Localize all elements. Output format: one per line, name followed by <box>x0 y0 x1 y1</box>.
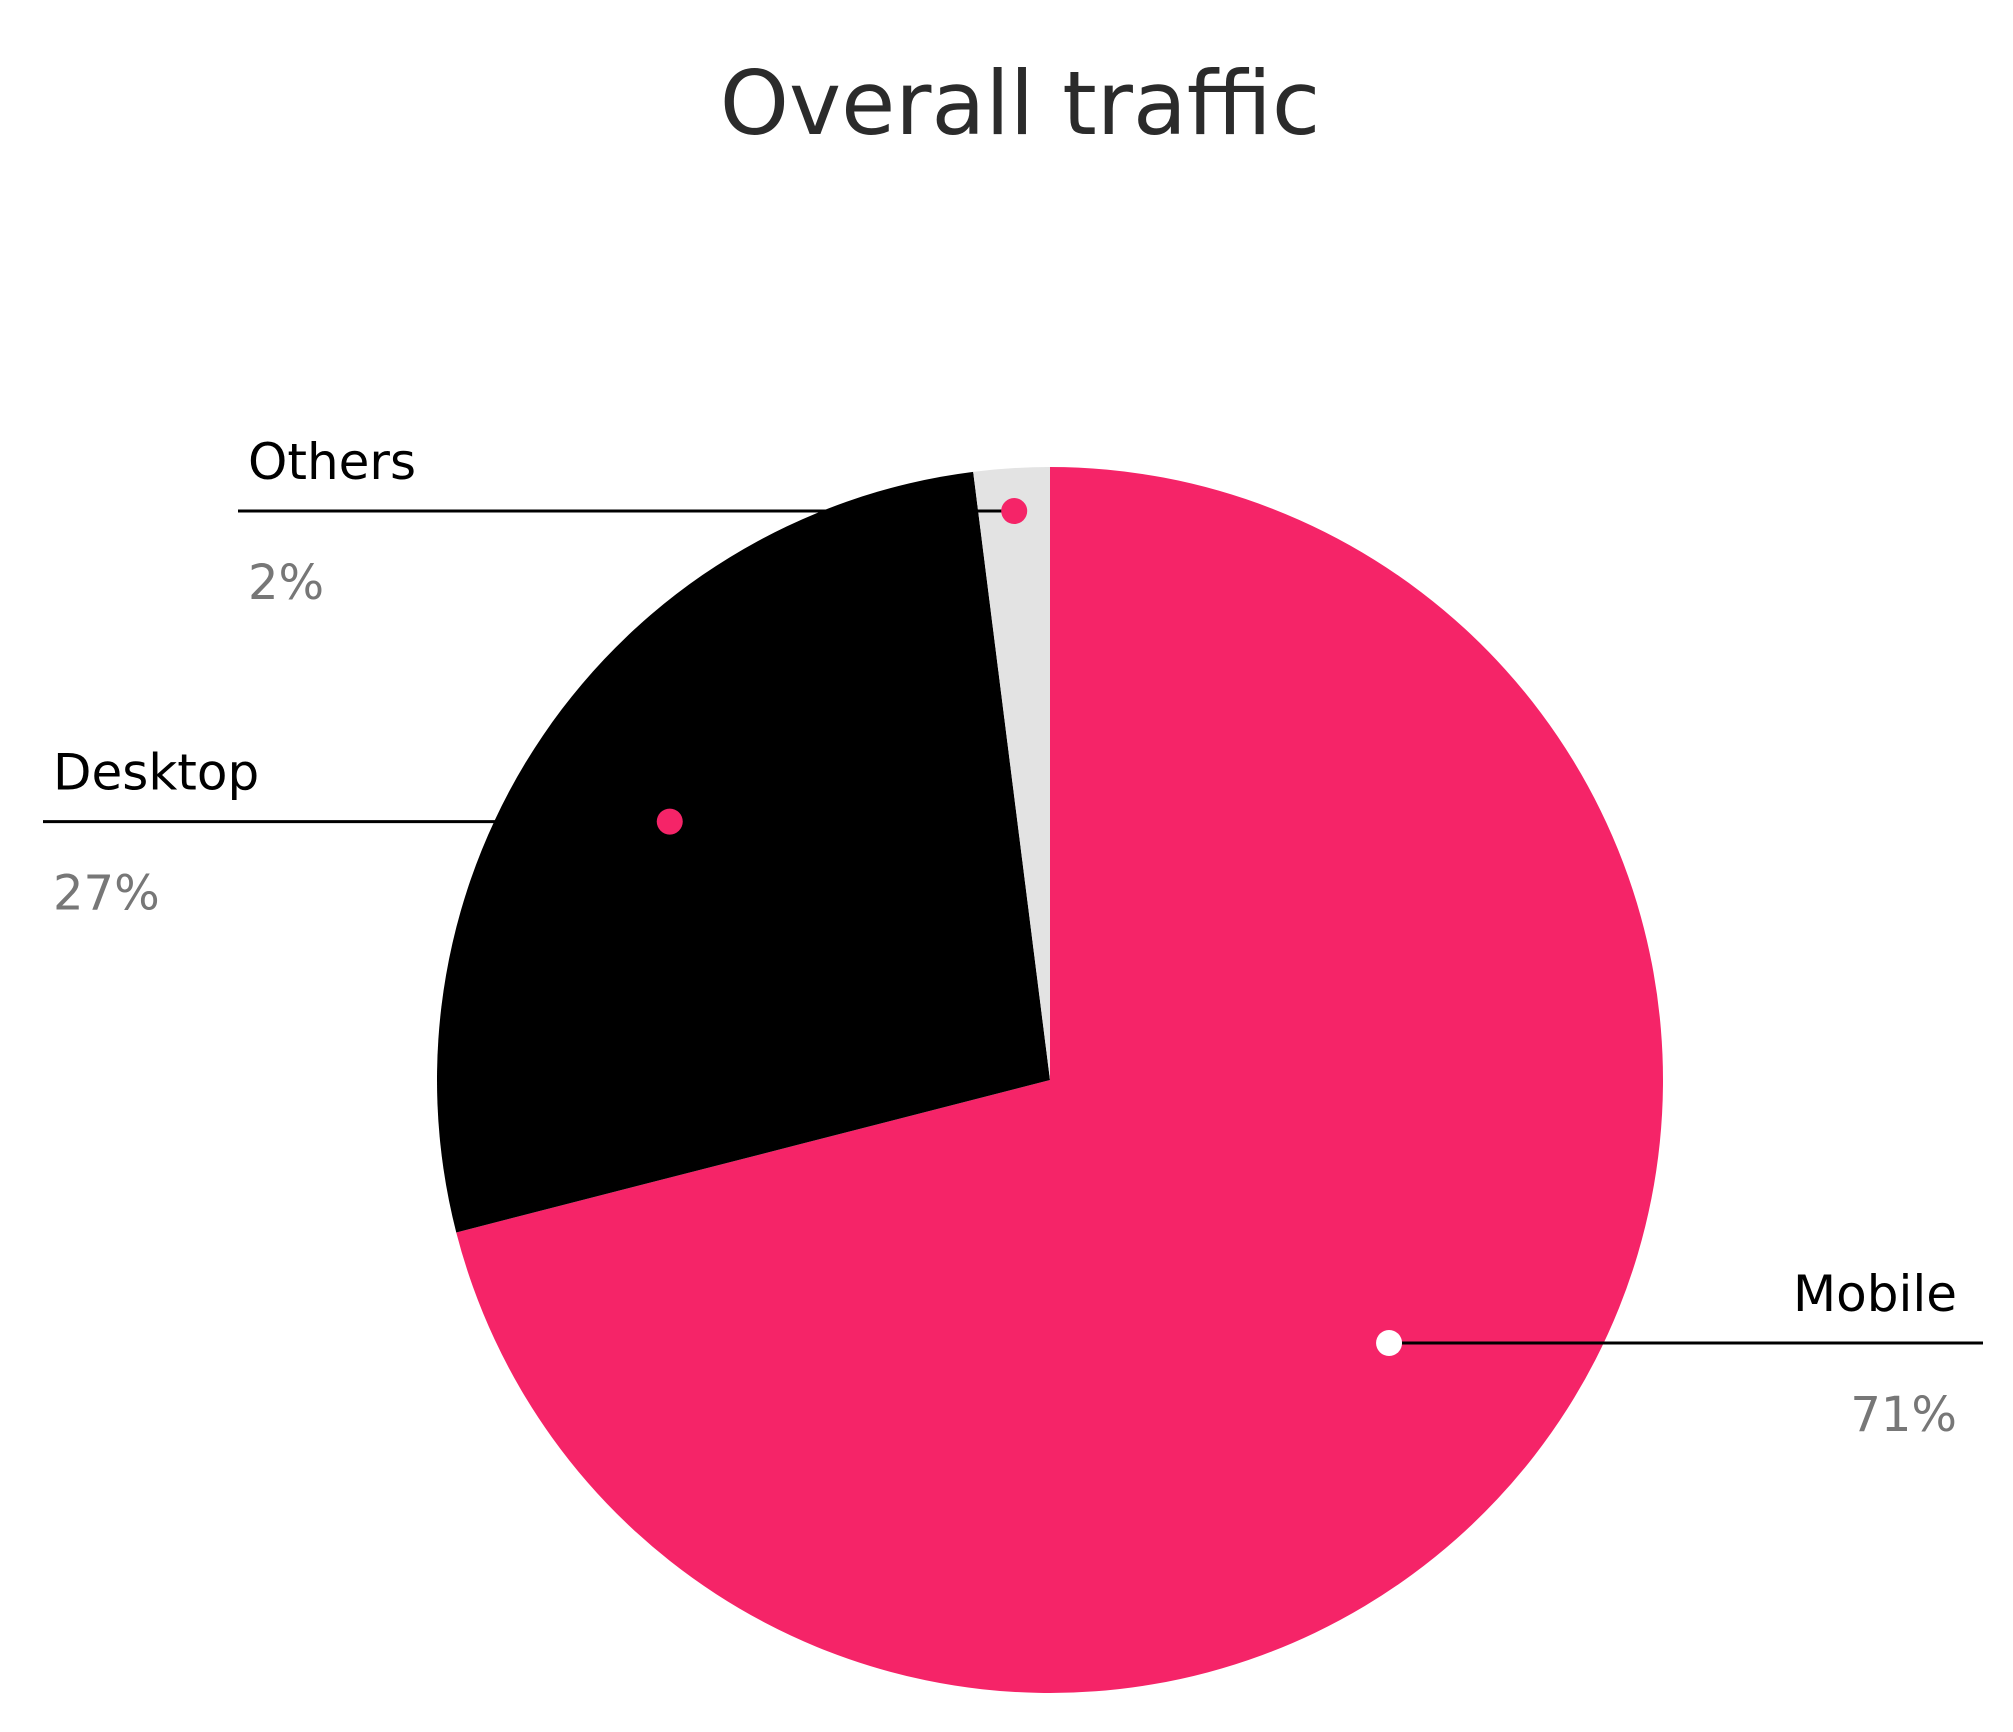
pie-slice <box>456 467 1663 1694</box>
pie-slice <box>973 467 1050 1080</box>
label-dot <box>1001 498 1028 525</box>
pie-slice <box>437 471 1050 1233</box>
slice-name: Others <box>248 433 416 491</box>
slice-value: 71% <box>1850 1387 1957 1443</box>
label-dot <box>656 808 683 835</box>
label-dot <box>1376 1329 1403 1356</box>
slice-name: Desktop <box>53 744 259 802</box>
slice-value: 27% <box>53 866 160 922</box>
slice-name: Mobile <box>1793 1265 1957 1323</box>
slice-value: 2% <box>248 555 324 611</box>
chart-title: Overall traffic <box>720 52 1321 155</box>
